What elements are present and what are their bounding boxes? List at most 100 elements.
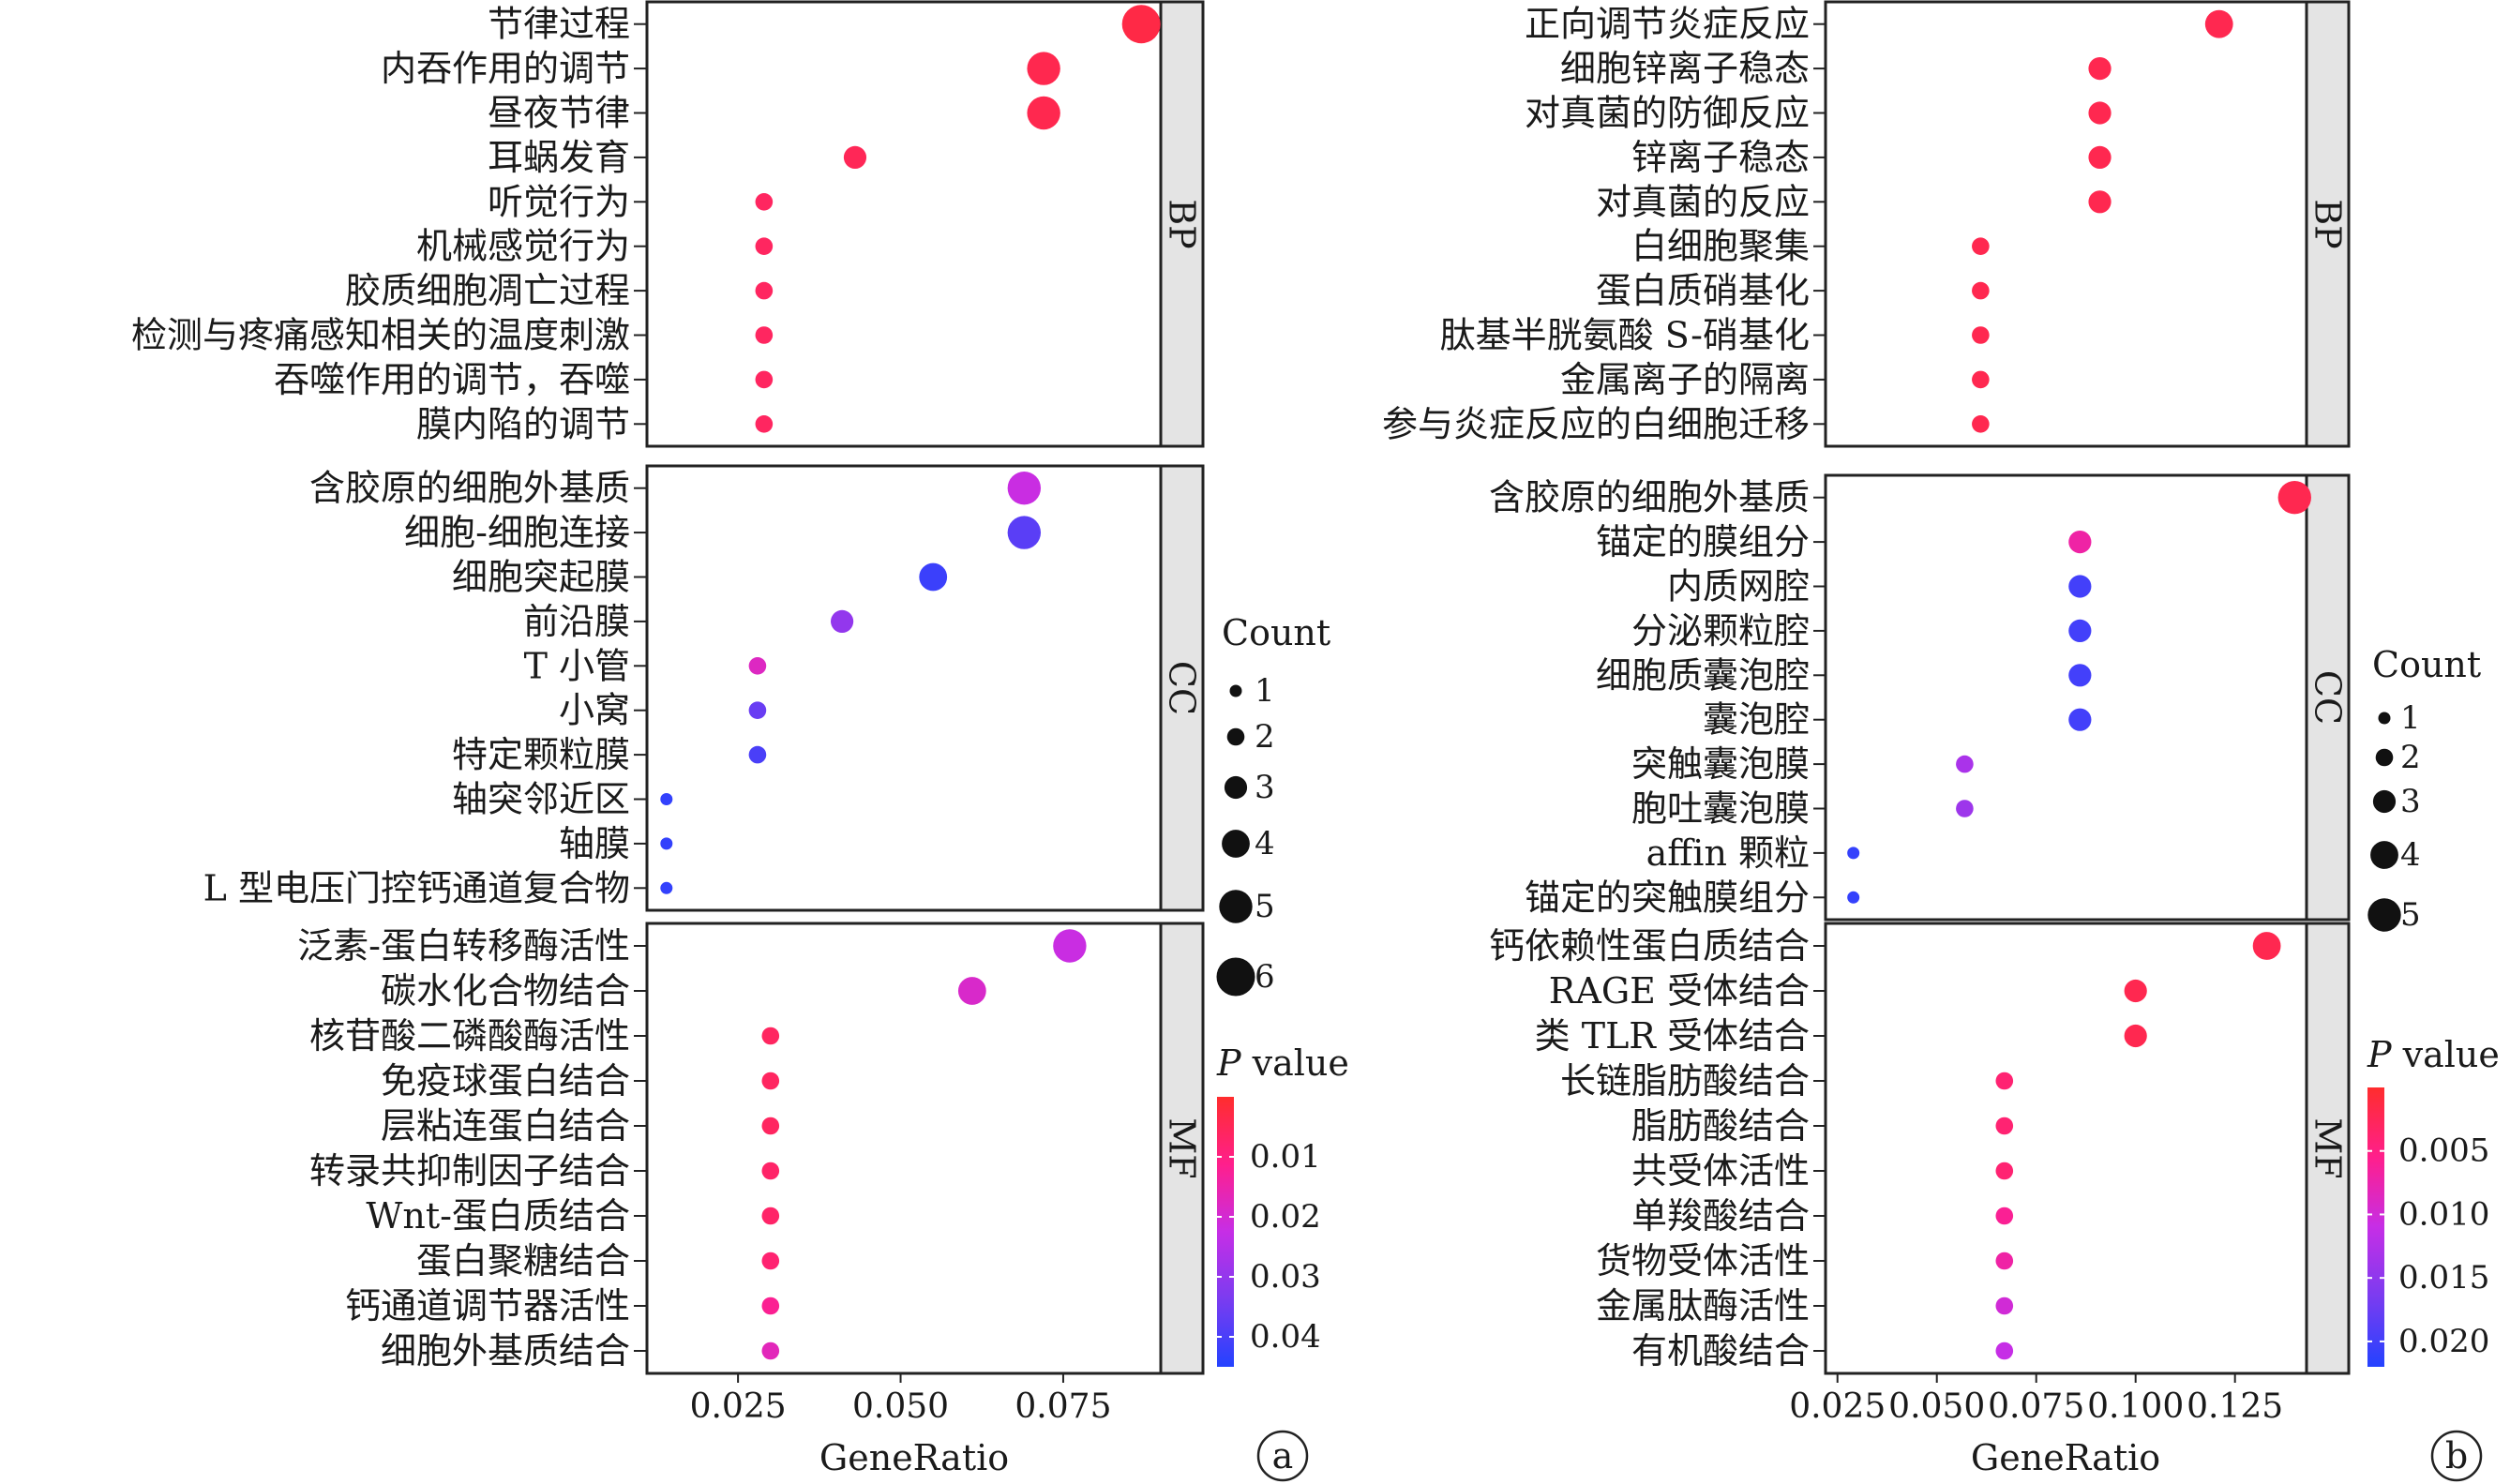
data-point (761, 1342, 780, 1360)
data-point (1995, 1342, 2014, 1360)
facet-strip (2305, 473, 2351, 922)
data-point (2068, 708, 2092, 731)
data-point (660, 881, 673, 894)
data-point (919, 562, 948, 592)
data-point (748, 745, 767, 764)
data-point (1027, 52, 1060, 85)
colorbar-tick-label: 0.01 (1250, 1138, 1321, 1176)
data-point (755, 415, 774, 433)
category-label: 内质网腔 (1667, 566, 1810, 607)
count-legend-label: 3 (2400, 783, 2421, 820)
data-point (2088, 145, 2112, 169)
data-point (1956, 755, 1974, 773)
category-label: 轴膜 (559, 823, 630, 864)
data-point (755, 237, 774, 255)
pvalue-legend-title-rest: value (2392, 1034, 2500, 1075)
count-legend-dot (1219, 890, 1253, 923)
facet-mf: MF 泛素-蛋白转移酶活性碳水化合物结合核苷酸二磷酸酶活性免疫球蛋白结合层粘连蛋白… (297, 922, 1205, 1375)
count-legend-label: 5 (2400, 896, 2421, 934)
facet-strip-label: BP (1162, 199, 1203, 249)
data-point (755, 370, 774, 389)
data-point (1972, 281, 1990, 300)
data-point (2124, 1024, 2147, 1048)
category-label: 碳水化合物结合 (381, 970, 630, 1012)
colorbar-tick-label: 0.03 (1250, 1258, 1321, 1296)
data-point (2252, 932, 2281, 960)
count-legend-label: 1 (1255, 672, 1275, 710)
data-point (957, 977, 986, 1005)
facet-bp: BP 正向调节炎症反应细胞锌离子稳态对真菌的防御反应锌离子稳态对真菌的反应白细胞聚… (1382, 0, 2351, 448)
data-point (1007, 472, 1042, 505)
panel-tag-circle (1256, 1430, 1309, 1482)
pvalue-legend-title-rest: value (1241, 1042, 1349, 1084)
category-label: 正向调节炎症反应 (1525, 4, 1810, 45)
count-legend: Count 1 2 3 4 5 6 (1216, 612, 1330, 997)
data-point (2088, 57, 2112, 81)
category-label: 参与炎症反应的白细胞迁移 (1382, 403, 1810, 444)
category-label: 类 TLR 受体结合 (1535, 1015, 1810, 1057)
category-label: 层粘连蛋白结合 (381, 1105, 630, 1147)
category-label: 转录共抑制因子结合 (309, 1150, 630, 1192)
count-legend-label: 6 (1255, 958, 1275, 996)
colorbar-tick-label: 0.02 (1250, 1198, 1321, 1236)
data-point (2277, 481, 2311, 515)
data-point (843, 145, 867, 169)
data-point (2068, 531, 2092, 554)
category-label: 货物受体活性 (1596, 1240, 1810, 1282)
count-legend-dot (2372, 789, 2397, 814)
data-point (2068, 619, 2092, 643)
facet-strip (1159, 922, 1205, 1375)
facet-strip-label: BP (2307, 199, 2349, 249)
category-label: 脂肪酸结合 (1631, 1105, 1810, 1147)
category-label: affin 颗粒 (1646, 832, 1810, 874)
data-point (2088, 101, 2112, 125)
category-label: 机械感觉行为 (416, 226, 630, 267)
count-legend-label: 2 (1255, 718, 1275, 756)
category-label: T 小管 (524, 645, 630, 686)
colorbar-tick-label: 0.04 (1250, 1318, 1321, 1356)
data-point (761, 1162, 780, 1180)
count-legend-label: 1 (2400, 699, 2421, 737)
panel-b: BP 正向调节炎症反应细胞锌离子稳态对真菌的防御反应锌离子稳态对真菌的反应白细胞聚… (1382, 0, 2500, 1482)
x-tick-label: 0.125 (2187, 1387, 2283, 1426)
category-label: 囊泡腔 (1703, 699, 1810, 741)
data-point (1027, 96, 1060, 130)
category-label: 小窝 (559, 690, 630, 731)
facet-strip (1159, 464, 1205, 912)
x-tick-label: 0.100 (2087, 1387, 2184, 1426)
count-legend-dot (1222, 830, 1250, 858)
count-legend-label: 4 (2400, 836, 2421, 874)
data-point (831, 609, 854, 634)
facet-plot-area (645, 464, 1163, 912)
pvalue-legend-title-italic: P (2367, 1034, 2393, 1075)
x-axis-title: GeneRatio (1971, 1437, 2160, 1478)
data-point (1972, 370, 1990, 389)
category-label: 细胞突起膜 (452, 557, 630, 598)
data-point (2068, 664, 2092, 687)
count-legend-dot (2370, 841, 2398, 869)
data-point (1121, 5, 1161, 44)
category-label: Wnt-蛋白质结合 (366, 1195, 630, 1237)
count-legend-dot (1216, 957, 1255, 997)
data-point (755, 193, 774, 211)
facet-plot-area (645, 0, 1163, 448)
x-tick-label: 0.075 (1988, 1387, 2084, 1426)
facet-strip-label: CC (2307, 670, 2349, 725)
colorbar-tick-label: 0.015 (2398, 1259, 2489, 1297)
category-label: 节律过程 (488, 4, 630, 45)
category-label: 免疫球蛋白结合 (381, 1060, 630, 1102)
data-point (761, 1252, 780, 1270)
pvalue-legend: P value 0.005 0.010 0.015 0.020 (2367, 1034, 2500, 1367)
x-tick-label: 0.050 (1888, 1387, 1985, 1426)
data-point (2068, 575, 2092, 598)
category-label: RAGE 受体结合 (1549, 970, 1810, 1012)
category-label: 共受体活性 (1631, 1150, 1810, 1192)
count-legend-label: 4 (1255, 825, 1275, 862)
data-point (1847, 891, 1860, 904)
data-point (1995, 1162, 2014, 1180)
category-label: 单羧酸结合 (1631, 1195, 1810, 1237)
category-label: 吞噬作用的调节，吞噬 (274, 359, 630, 400)
data-point (1995, 1297, 2014, 1315)
